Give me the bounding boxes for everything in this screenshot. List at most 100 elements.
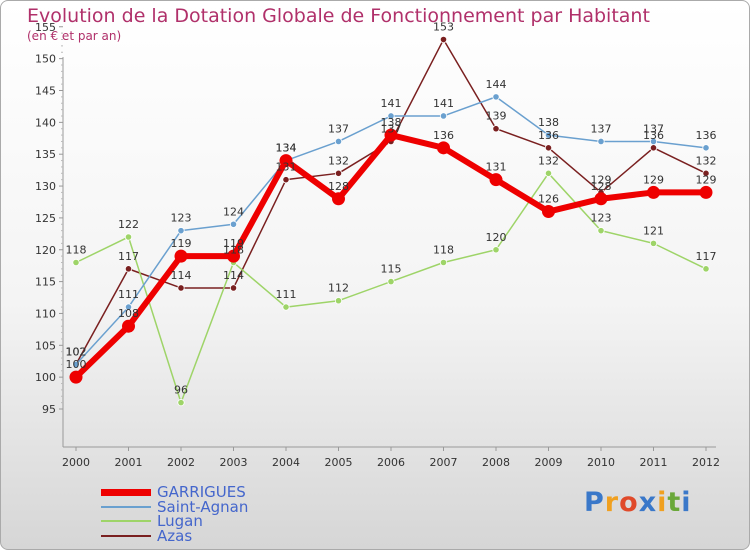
data-label-azas: 153: [433, 21, 454, 34]
data-label-garrigues: 134: [276, 142, 297, 155]
legend-swatch: [101, 520, 151, 523]
y-tick-label: 135: [35, 148, 56, 161]
data-point-saint-agnan: [649, 137, 658, 146]
data-point-garrigues: [542, 205, 555, 219]
logo-letter: i: [657, 487, 668, 518]
logo-letter: x: [638, 487, 658, 518]
logo-letter: t: [667, 487, 682, 518]
x-tick-label: 2003: [220, 456, 248, 469]
data-label-garrigues: 136: [433, 129, 454, 142]
data-point-azas: [439, 35, 448, 44]
data-label-azas: 114: [171, 269, 192, 282]
data-point-azas: [334, 169, 343, 177]
logo-letter: o: [619, 487, 639, 518]
data-point-azas: [229, 284, 238, 292]
data-point-saint-agnan: [597, 137, 605, 146]
data-point-saint-agnan: [439, 112, 448, 120]
x-tick-label: 2002: [167, 456, 195, 469]
y-tick-label: 150: [35, 53, 56, 66]
data-point-garrigues: [489, 173, 503, 187]
data-label-lugan: 132: [538, 154, 559, 167]
data-label-azas: 102: [66, 345, 87, 358]
data-label-saint-agnan: 102: [66, 345, 87, 358]
data-point-garrigues: [227, 249, 240, 263]
data-label-saint-agnan: 137: [591, 122, 612, 135]
data-label-garrigues: 138: [381, 116, 402, 129]
data-point-garrigues: [279, 154, 293, 168]
data-label-garrigues: 119: [171, 237, 192, 250]
data-point-azas: [177, 284, 185, 292]
data-point-lugan: [177, 399, 185, 407]
x-tick-label: 2008: [482, 456, 510, 469]
data-point-azas: [702, 169, 710, 177]
logo-letter: r: [604, 487, 620, 518]
x-tick-label: 2010: [587, 456, 615, 469]
data-label-azas: 117: [118, 250, 139, 263]
x-tick-label: 2001: [115, 456, 143, 469]
data-label-azas: 114: [223, 269, 244, 282]
data-label-lugan: 118: [66, 243, 87, 256]
data-label-saint-agnan: 136: [696, 129, 717, 142]
data-label-saint-agnan: 141: [381, 97, 402, 110]
data-point-azas: [282, 176, 290, 184]
data-label-saint-agnan: 137: [328, 122, 349, 135]
data-point-garrigues: [384, 128, 398, 142]
data-label-azas: 136: [643, 129, 664, 142]
data-label-garrigues: 128: [591, 180, 612, 193]
data-label-saint-agnan: 144: [486, 78, 507, 91]
data-label-saint-agnan: 111: [118, 288, 139, 301]
data-point-garrigues: [437, 141, 450, 155]
y-tick-label: 155: [35, 21, 56, 34]
legend-swatch: [101, 505, 151, 508]
proxiti-logo: Proxiti: [584, 487, 692, 518]
data-label-saint-agnan: 134: [276, 142, 297, 155]
x-tick-label: 2006: [377, 456, 405, 469]
legend-label: GARRIGUES: [157, 483, 246, 502]
data-label-lugan: 112: [328, 282, 349, 295]
data-point-garrigues: [647, 185, 660, 199]
y-tick-label: 125: [35, 212, 56, 225]
x-tick-label: 2007: [430, 456, 458, 469]
data-label-lugan: 111: [276, 288, 297, 301]
data-label-garrigues: 128: [328, 180, 349, 193]
data-point-lugan: [124, 233, 133, 241]
data-label-lugan: 120: [486, 231, 507, 244]
data-label-azas: 129: [591, 173, 612, 186]
data-label-lugan: 96: [174, 384, 188, 397]
legend-label: Azas: [157, 526, 193, 545]
y-tick-label: 140: [35, 116, 56, 129]
data-point-garrigues: [332, 192, 345, 206]
y-tick-label: 100: [35, 371, 56, 384]
data-point-lugan: [72, 258, 80, 267]
data-label-lugan: 121: [643, 224, 664, 237]
y-tick-label: 120: [35, 244, 56, 257]
legend-item-saint-agnan: Saint-Agnan: [101, 499, 248, 514]
data-point-saint-agnan: [124, 303, 133, 311]
data-label-garrigues: 129: [696, 173, 717, 186]
data-point-lugan: [597, 227, 605, 235]
x-tick-label: 2000: [62, 456, 90, 469]
data-label-saint-agnan: 124: [223, 205, 244, 218]
legend-swatch: [101, 534, 151, 537]
x-tick-label: 2009: [535, 456, 563, 469]
data-point-saint-agnan: [334, 137, 343, 146]
data-label-garrigues: 126: [538, 193, 559, 206]
data-point-garrigues: [594, 192, 608, 206]
data-label-azas: 131: [276, 161, 297, 174]
x-tick-label: 2005: [325, 456, 353, 469]
x-tick-label: 2011: [640, 456, 668, 469]
data-point-saint-agnan: [387, 112, 395, 120]
data-label-azas: 132: [328, 154, 349, 167]
y-tick-label: 130: [35, 180, 56, 193]
y-tick-label: 110: [35, 307, 56, 320]
data-label-garrigues: 108: [118, 307, 139, 320]
data-point-lugan: [649, 239, 658, 247]
data-label-garrigues: 100: [66, 358, 87, 371]
data-point-garrigues: [699, 185, 713, 199]
data-point-lugan: [334, 297, 343, 305]
data-point-lugan: [492, 246, 500, 254]
data-point-lugan: [387, 277, 395, 286]
data-label-azas: 137: [381, 122, 402, 135]
data-point-lugan: [282, 303, 290, 311]
legend-item-azas: Azas: [101, 526, 248, 545]
